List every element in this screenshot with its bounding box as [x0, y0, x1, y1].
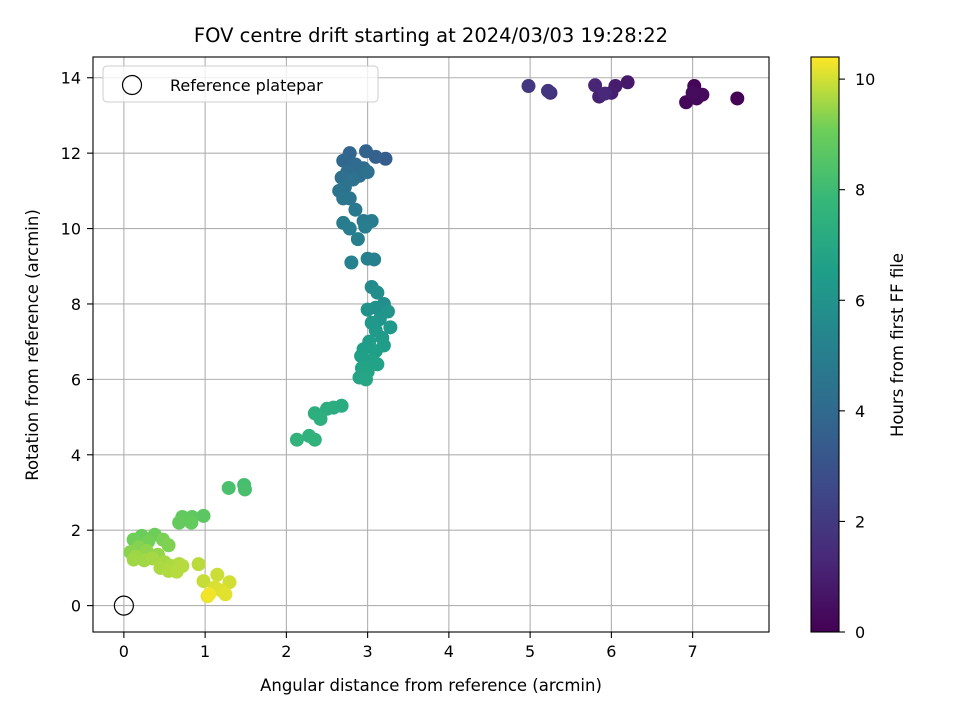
- x-axis-label: Angular distance from reference (arcmin): [260, 676, 602, 695]
- colorbar-tick-label: 8: [855, 181, 865, 200]
- data-point: [370, 285, 385, 300]
- y-tick-label: 8: [71, 295, 81, 314]
- colorbar-label: Hours from first FF file: [888, 253, 907, 437]
- data-point: [344, 255, 359, 270]
- data-point: [541, 83, 555, 98]
- data-points: [123, 75, 745, 604]
- y-tick-label: 0: [71, 597, 81, 616]
- data-point: [354, 349, 369, 363]
- x-tick-label: 6: [606, 642, 616, 661]
- data-point: [196, 574, 211, 589]
- y-tick-label: 10: [61, 220, 81, 239]
- data-point: [196, 508, 211, 523]
- y-tick-label: 14: [61, 69, 81, 88]
- legend: Reference platepar: [102, 65, 379, 103]
- x-tick-label: 7: [688, 642, 698, 661]
- colorbar: 0 2 4 6 8 10 Hours from first FF file: [810, 56, 907, 642]
- data-point: [336, 153, 351, 168]
- y-axis: 0 2 4 6 8 10 12 14: [61, 69, 93, 616]
- data-point: [359, 144, 373, 159]
- data-point: [685, 85, 700, 100]
- data-point: [383, 320, 398, 335]
- legend-label-reference: Reference platepar: [170, 76, 323, 95]
- data-point: [359, 372, 373, 387]
- data-point: [521, 79, 536, 94]
- data-point: [730, 91, 745, 106]
- data-point: [367, 252, 382, 267]
- x-axis: 0 1 2 3 4 5 6 7: [119, 632, 698, 661]
- data-point: [620, 75, 635, 90]
- legend-marker-reference: [121, 74, 143, 96]
- data-point: [126, 552, 141, 567]
- y-tick-label: 4: [71, 446, 81, 465]
- data-point: [342, 221, 357, 236]
- data-point: [184, 515, 199, 530]
- colorbar-ticks: 0 2 4 6 8 10: [839, 70, 875, 642]
- data-point: [145, 551, 160, 566]
- data-point: [360, 165, 375, 179]
- data-point: [348, 202, 363, 217]
- x-tick-label: 1: [200, 642, 210, 661]
- data-point: [161, 538, 176, 553]
- data-point: [172, 515, 187, 530]
- data-point: [210, 567, 225, 582]
- legend-box: [102, 65, 379, 103]
- data-point: [191, 557, 206, 572]
- data-point: [202, 587, 217, 602]
- data-point: [313, 411, 328, 426]
- chart-title: FOV centre drift starting at 2024/03/03 …: [194, 24, 668, 47]
- data-point: [307, 432, 322, 447]
- colorbar-tick-label: 6: [855, 291, 865, 310]
- reference-marker-layer: [113, 595, 134, 616]
- colorbar-gradient: [811, 57, 839, 632]
- colorbar-tick-label: 2: [855, 512, 865, 531]
- data-point: [588, 78, 603, 93]
- x-tick-label: 3: [363, 642, 373, 661]
- data-point: [221, 480, 236, 495]
- x-tick-label: 4: [444, 642, 454, 661]
- grid-lines: [93, 57, 769, 632]
- x-tick-label: 2: [281, 642, 291, 661]
- data-point: [350, 232, 365, 247]
- y-axis-label: Rotation from reference (arcmin): [23, 209, 42, 481]
- data-point: [597, 86, 612, 101]
- data-point: [370, 357, 385, 372]
- x-tick-label: 0: [119, 642, 129, 661]
- x-tick-label: 5: [525, 642, 535, 661]
- colorbar-tick-label: 0: [855, 623, 865, 642]
- y-tick-label: 2: [71, 521, 81, 540]
- reference-platepar-marker: [113, 595, 134, 616]
- y-tick-label: 12: [61, 144, 81, 163]
- data-point: [289, 432, 304, 447]
- data-point: [320, 401, 334, 416]
- plot-frame: [92, 56, 770, 633]
- colorbar-frame: [810, 56, 840, 633]
- data-point: [218, 587, 233, 602]
- y-tick-label: 6: [71, 370, 81, 389]
- colorbar-tick-label: 4: [855, 402, 865, 421]
- data-point: [336, 191, 351, 206]
- data-point: [358, 219, 373, 234]
- data-point: [175, 559, 190, 574]
- data-point: [237, 482, 252, 497]
- data-point: [360, 302, 375, 317]
- colorbar-tick-label: 10: [855, 70, 875, 89]
